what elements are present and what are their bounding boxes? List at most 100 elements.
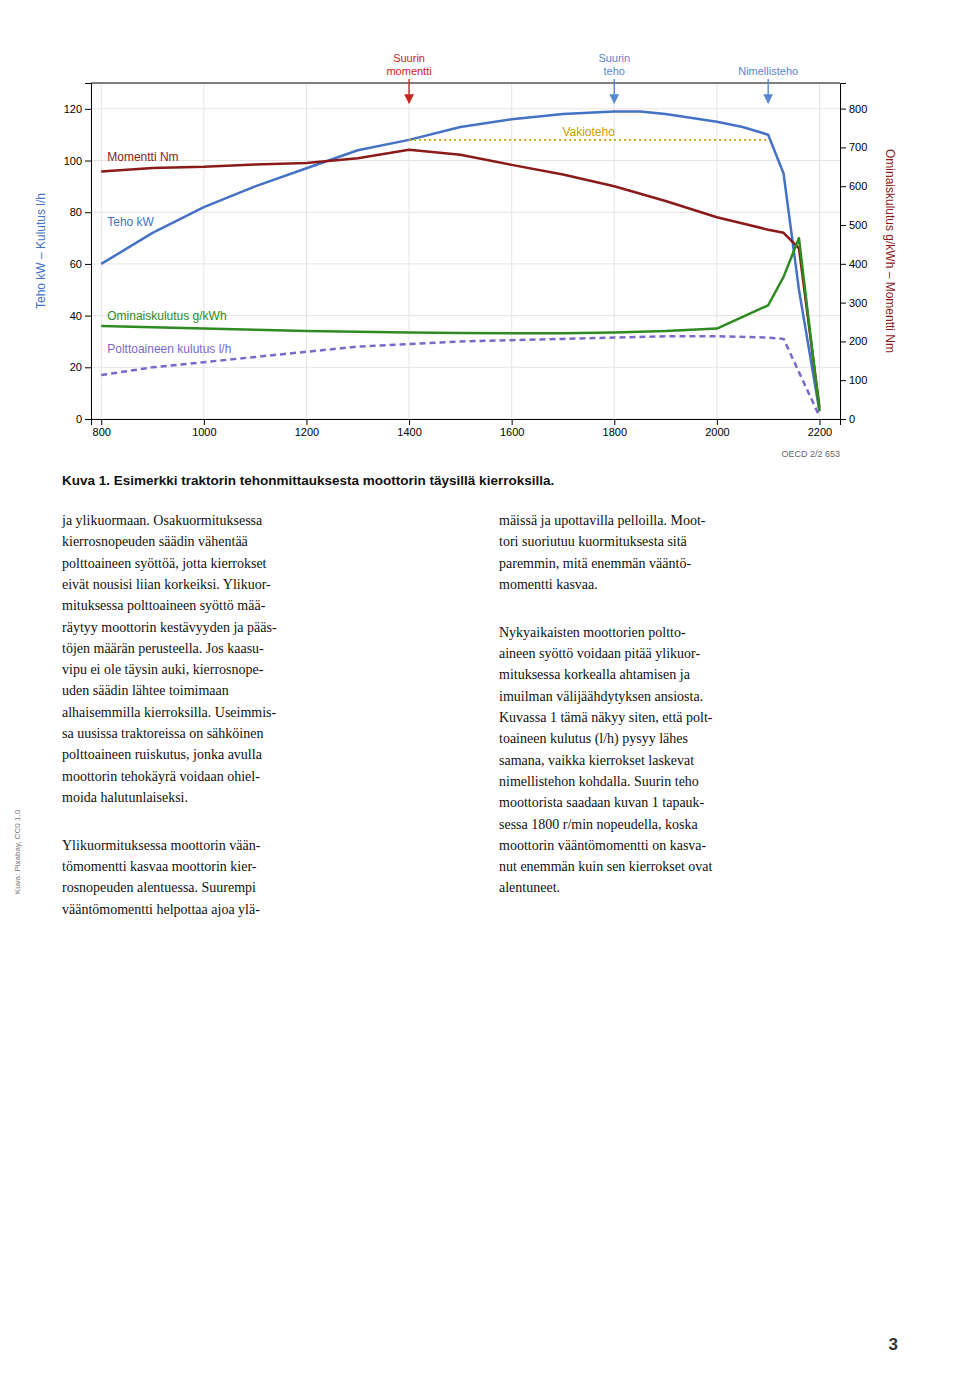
y2-tick-mark: [840, 109, 846, 110]
body-text-line: tömomentti kasvaa moottorin kier-: [62, 859, 257, 874]
y2-tick-label: 300: [849, 297, 867, 309]
y2-axis-line: [841, 84, 847, 420]
body-text-line: imuilman välijäähdytyksen ansiosta.: [499, 689, 703, 704]
y-grid-line: [91, 212, 840, 213]
y2-tick-mark: [840, 380, 846, 381]
x-tick-label: 800: [93, 426, 111, 438]
body-text-line: alhaisemmilla kierroksilla. Useimmis-: [62, 705, 277, 720]
x-grid-line: [716, 83, 717, 419]
body-text-line: aineen syöttö voidaan pitää ylikuor-: [499, 646, 700, 661]
x-tick-mark: [614, 419, 615, 425]
y-grid-line: [91, 263, 840, 264]
y-tick-label: 0: [76, 413, 82, 425]
source-note: OECD 2/2 653: [781, 449, 840, 459]
annotation-label-line: teho: [604, 65, 625, 77]
body-text-line: eivät nousisi liian korkeiksi. Ylikuor-: [62, 577, 271, 592]
y-tick: 120: [64, 103, 91, 115]
body-text-line: Ylikuormituksessa moottorin vään-: [62, 838, 261, 853]
lines: [101, 111, 819, 416]
body-text-line: alentuneet.: [499, 880, 560, 895]
annotation-label: Suurinmomentti: [386, 52, 431, 77]
y2-tick-mark: [840, 419, 846, 420]
x-grid-line: [203, 83, 204, 419]
body-text-line: töjen määrän perusteella. Jos kaasu-: [62, 641, 264, 656]
body-text-line: sa uusissa traktoreissa on sähköinen: [62, 726, 263, 741]
x-grid-line: [819, 83, 820, 419]
x-tick: 2000: [705, 419, 729, 438]
y-tick-label: 120: [64, 103, 82, 115]
series-line: [101, 238, 819, 411]
y2-tick-label: 400: [849, 258, 867, 270]
x-tick: 1400: [397, 419, 421, 438]
annotation-label-line: Suurin: [393, 52, 425, 64]
y2-tick: 200: [840, 335, 867, 347]
y-grid-line: [91, 160, 840, 161]
x-tick: 2200: [808, 419, 832, 438]
y-tick-label: 40: [70, 310, 82, 322]
y2-tick: 800: [840, 103, 867, 115]
page: 8001000120014001600180020002200020406080…: [0, 0, 960, 1375]
body-text-line: kierrosnopeuden säädin vähentää: [62, 534, 249, 549]
y2-tick: 500: [840, 219, 867, 231]
y2-axis-title: Ominaiskulutus g/kWh – Momentti Nm: [883, 149, 897, 353]
y-tick-mark: [85, 212, 91, 213]
annotation-label-line: Nimellisteho: [738, 65, 798, 77]
body-text-line: mäissä ja upottavilla pelloilla. Moot-: [499, 513, 706, 528]
y-grid-line: [91, 367, 840, 368]
y-tick-mark: [85, 419, 91, 420]
x-tick: 1200: [295, 419, 319, 438]
body-text-line: vipu ei ole täysin auki, kierrosnope-: [62, 662, 264, 677]
annotation-arrow: [767, 79, 768, 103]
y2-tick: 600: [840, 180, 867, 192]
y-tick: 40: [70, 310, 91, 322]
y-tick-mark: [85, 161, 91, 162]
y2-tick-mark: [840, 264, 846, 265]
body-text-line: samana, vaikka kierrokset laskevat: [499, 753, 694, 768]
x-tick-mark: [306, 419, 307, 425]
y2-tick: 100: [840, 374, 867, 386]
body-text-line: moida halutunlaiseksi.: [62, 790, 188, 805]
y-tick: 60: [70, 258, 91, 270]
x-axis: 8001000120014001600180020002200: [92, 419, 841, 438]
y-tick: 80: [70, 206, 91, 218]
body-text-line: moottorista saadaan kuvan 1 tapauk-: [499, 795, 705, 810]
body-text-line: Nykyaikaisten moottorien poltto-: [499, 625, 686, 640]
annotation-label: Suurinteho: [598, 52, 630, 77]
page-number: 3: [889, 1335, 898, 1354]
series-labels: Teho kWMomentti NmOminaiskulutus g/kWhPo…: [107, 125, 615, 356]
body-text-line: Kuvassa 1 tämä näkyy siten, että polt-: [499, 710, 713, 725]
y-tick-label: 100: [64, 155, 82, 167]
series-line: [101, 336, 819, 416]
y2-tick-label: 0: [849, 413, 855, 425]
body-text-line: polttoaineen syöttöä, jotta kierrokset: [62, 556, 267, 571]
y2-tick-mark: [840, 225, 846, 226]
body-text-line: momentti kasvaa.: [499, 577, 598, 592]
y2-tick-label: 600: [849, 180, 867, 192]
y-grid-line: [91, 108, 840, 109]
series-label: Teho kW: [107, 215, 154, 229]
grid: [91, 83, 840, 419]
side-label: Kuva: Pixabay, CC0 1.0: [13, 809, 22, 894]
x-tick-mark: [101, 419, 102, 425]
x-tick-mark: [409, 419, 410, 425]
y-axis-title: Teho kW – Kulutus l/h: [34, 193, 48, 309]
body-text-line: sessa 1800 r/min nopeudella, koska: [499, 817, 698, 832]
series-label: Vakioteho: [562, 125, 615, 139]
body-text-line: vääntömomentti helpottaa ajoa ylä-: [62, 902, 260, 917]
annotation-label-line: momentti: [386, 65, 431, 77]
x-tick-mark: [512, 419, 513, 425]
y2-tick: 0: [840, 413, 855, 425]
x-grid-line: [306, 83, 307, 419]
x-grid-line: [511, 83, 512, 419]
y-tick-mark: [85, 264, 91, 265]
y2-tick-mark: [840, 341, 846, 342]
y-tick-mark: [85, 109, 91, 110]
series-line: [101, 111, 819, 411]
x-tick-label: 1600: [500, 426, 524, 438]
body-text-line: räytyy moottorin kestävyyden ja pääs-: [62, 620, 277, 635]
body-text-line: moottorin tehokäyrä voidaan ohiel-: [62, 769, 260, 784]
x-tick-mark: [717, 419, 718, 425]
annotation-label: Nimellisteho: [738, 65, 798, 77]
x-tick-label: 1200: [295, 426, 319, 438]
series-line: [101, 150, 819, 408]
